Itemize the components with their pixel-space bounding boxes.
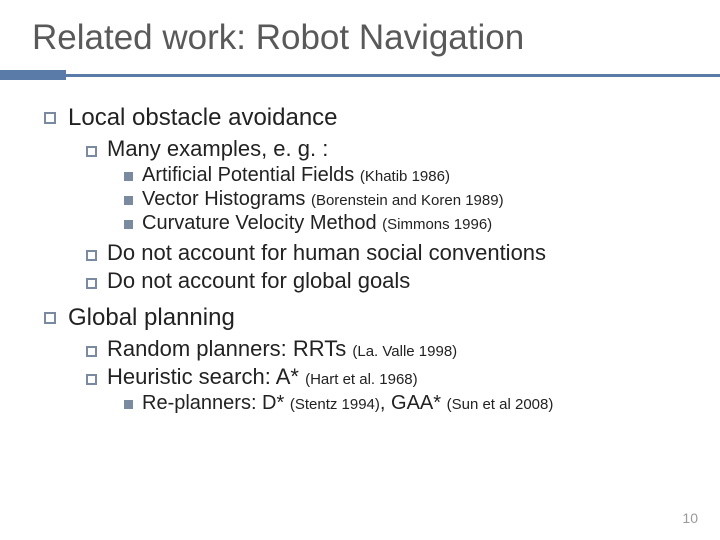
bullet-text: Do not account for global goals bbox=[107, 268, 410, 294]
bullet-replanners: Re-planners: D* (Stentz 1994), GAA* (Sun… bbox=[124, 392, 720, 415]
text-main: Curvature Velocity Method bbox=[142, 212, 382, 234]
bullet-text: Vector Histograms (Borenstein and Koren … bbox=[142, 188, 504, 211]
bullet-local-obstacle: Local obstacle avoidance bbox=[44, 104, 720, 132]
bullet-apf: Artificial Potential Fields (Khatib 1986… bbox=[124, 164, 720, 187]
bullet-global-planning: Global planning bbox=[44, 304, 720, 332]
bullet-many-examples: Many examples, e. g. : bbox=[86, 136, 720, 162]
rule-line bbox=[0, 74, 720, 77]
bullet-do-not-social: Do not account for human social conventi… bbox=[86, 240, 720, 266]
hollow-square-bullet-icon bbox=[86, 146, 97, 157]
bullet-text: Local obstacle avoidance bbox=[68, 104, 338, 132]
page-number: 10 bbox=[682, 510, 698, 526]
citation: (Hart et al. 1968) bbox=[305, 371, 418, 388]
slide-body: Local obstacle avoidance Many examples, … bbox=[0, 104, 720, 415]
title-rule bbox=[0, 70, 720, 80]
filled-square-bullet-icon bbox=[124, 220, 133, 229]
text-main: Re-planners: D* bbox=[142, 392, 290, 414]
bullet-text: Do not account for human social conventi… bbox=[107, 240, 546, 266]
hollow-square-bullet-icon bbox=[86, 250, 97, 261]
text-main: Heuristic search: A* bbox=[107, 364, 305, 389]
bullet-text: Global planning bbox=[68, 304, 235, 332]
citation: (Stentz 1994) bbox=[290, 396, 380, 413]
hollow-square-bullet-icon bbox=[86, 346, 97, 357]
bullet-text: Random planners: RRTs (La. Valle 1998) bbox=[107, 336, 457, 362]
filled-square-bullet-icon bbox=[124, 172, 133, 181]
text-main: Artificial Potential Fields bbox=[142, 164, 360, 186]
slide-title: Related work: Robot Navigation bbox=[0, 0, 720, 70]
bullet-text: Re-planners: D* (Stentz 1994), GAA* (Sun… bbox=[142, 392, 553, 415]
bullet-vector-histograms: Vector Histograms (Borenstein and Koren … bbox=[124, 188, 720, 211]
citation: (La. Valle 1998) bbox=[352, 343, 457, 360]
hollow-square-bullet-icon bbox=[86, 374, 97, 385]
citation: (Sun et al 2008) bbox=[447, 396, 554, 413]
rule-accent-box bbox=[0, 70, 66, 80]
text-main: Random planners: RRTs bbox=[107, 336, 352, 361]
citation: (Khatib 1986) bbox=[360, 168, 450, 185]
filled-square-bullet-icon bbox=[124, 196, 133, 205]
citation: (Simmons 1996) bbox=[382, 216, 492, 233]
hollow-square-bullet-icon bbox=[44, 312, 56, 324]
bullet-text: Curvature Velocity Method (Simmons 1996) bbox=[142, 212, 492, 235]
text-main: Vector Histograms bbox=[142, 188, 311, 210]
bullet-random-planners: Random planners: RRTs (La. Valle 1998) bbox=[86, 336, 720, 362]
bullet-text: Many examples, e. g. : bbox=[107, 136, 328, 162]
bullet-cvm: Curvature Velocity Method (Simmons 1996) bbox=[124, 212, 720, 235]
bullet-text: Heuristic search: A* (Hart et al. 1968) bbox=[107, 364, 418, 390]
hollow-square-bullet-icon bbox=[86, 278, 97, 289]
bullet-text: Artificial Potential Fields (Khatib 1986… bbox=[142, 164, 450, 187]
bullet-heuristic-search: Heuristic search: A* (Hart et al. 1968) bbox=[86, 364, 720, 390]
citation: (Borenstein and Koren 1989) bbox=[311, 192, 504, 209]
bullet-do-not-global: Do not account for global goals bbox=[86, 268, 720, 294]
text-main: , GAA* bbox=[380, 392, 447, 414]
hollow-square-bullet-icon bbox=[44, 112, 56, 124]
filled-square-bullet-icon bbox=[124, 400, 133, 409]
